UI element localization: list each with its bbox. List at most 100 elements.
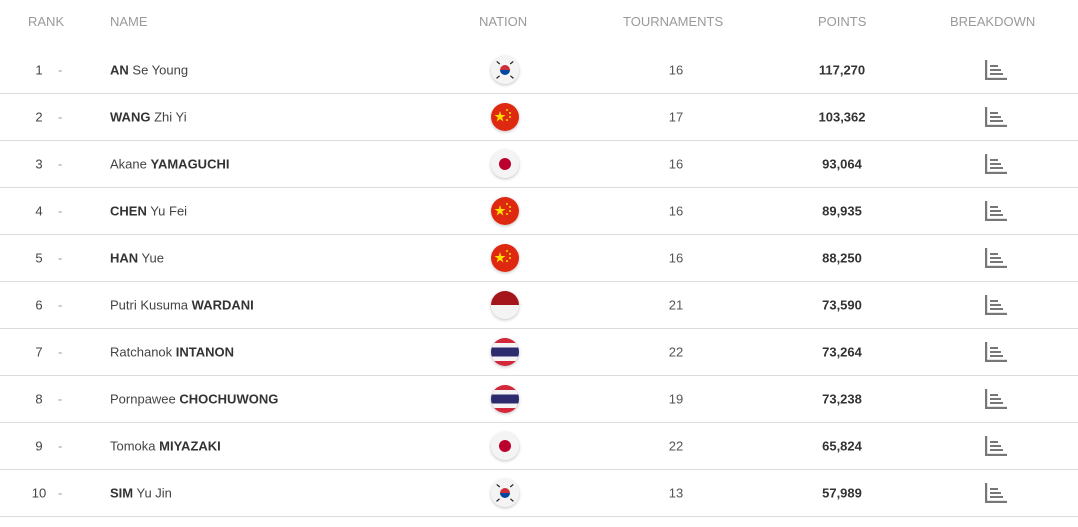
breakdown-button[interactable] — [984, 106, 1008, 128]
header-breakdown: BREAKDOWN — [950, 14, 1036, 29]
surname: CHOCHUWONG — [179, 391, 279, 407]
rank: 5 — [35, 250, 43, 266]
given-name: Se Young — [128, 62, 189, 78]
tournaments: 16 — [668, 156, 684, 172]
player-name[interactable]: CHEN Yu Fei — [110, 204, 187, 219]
rank: 4 — [35, 203, 43, 219]
given-name: Yu Fei — [146, 203, 188, 219]
player-name[interactable]: AN Se Young — [110, 63, 188, 78]
points: 103,362 — [818, 109, 866, 125]
rank: 8 — [35, 391, 43, 407]
bar-chart-list-icon — [985, 295, 1007, 315]
table-row: 1 - AN Se Young 16 117,270 — [0, 47, 1078, 94]
given-name: Akane — [110, 156, 151, 172]
flag-jpn-icon — [491, 432, 519, 460]
tournaments: 13 — [668, 485, 684, 501]
header-rank[interactable]: RANK — [28, 14, 65, 29]
breakdown-button[interactable] — [984, 482, 1008, 504]
points: 89,935 — [822, 203, 862, 219]
tournaments: 17 — [668, 109, 684, 125]
table-row: 5 - HAN Yue 16 88,250 — [0, 235, 1078, 282]
table-header: RANK NAME NATION TOURNAMENTS POINTS BREA… — [0, 0, 1078, 47]
points: 117,270 — [818, 62, 866, 78]
player-name[interactable]: WANG Zhi Yi — [110, 110, 187, 125]
given-name: Pornpawee — [110, 391, 180, 407]
player-name[interactable]: Pornpawee CHOCHUWONG — [110, 392, 278, 407]
points: 73,590 — [822, 297, 862, 313]
tournaments: 22 — [668, 438, 684, 454]
rank-movement: - — [58, 391, 63, 407]
flag-chn-icon — [491, 244, 519, 272]
flag-tha-icon — [491, 385, 519, 413]
table-row: 7 - Ratchanok INTANON 22 73,264 — [0, 329, 1078, 376]
flag-chn-icon — [491, 197, 519, 225]
bar-chart-list-icon — [985, 389, 1007, 409]
player-name[interactable]: Putri Kusuma WARDANI — [110, 298, 254, 313]
surname: AN — [110, 62, 129, 78]
rank-movement: - — [58, 485, 63, 501]
header-tournaments[interactable]: TOURNAMENTS — [623, 14, 724, 29]
bar-chart-list-icon — [985, 483, 1007, 503]
table-row: 10 - SIM Yu Jin 13 57,989 — [0, 470, 1078, 517]
points: 65,824 — [822, 438, 862, 454]
rank: 2 — [35, 109, 43, 125]
bar-chart-list-icon — [985, 248, 1007, 268]
rank-movement: - — [58, 203, 63, 219]
given-name: Tomoka — [110, 438, 160, 454]
rank: 6 — [35, 297, 43, 313]
breakdown-button[interactable] — [984, 388, 1008, 410]
player-name[interactable]: Ratchanok INTANON — [110, 345, 234, 360]
header-name[interactable]: NAME — [110, 14, 148, 29]
player-name[interactable]: Akane YAMAGUCHI — [110, 157, 229, 172]
table-row: 4 - CHEN Yu Fei 16 89,935 — [0, 188, 1078, 235]
tournaments: 22 — [668, 344, 684, 360]
given-name: Yu Jin — [133, 485, 172, 501]
tournaments: 16 — [668, 250, 684, 266]
bar-chart-list-icon — [985, 342, 1007, 362]
player-name[interactable]: SIM Yu Jin — [110, 486, 172, 501]
rank: 7 — [35, 344, 43, 360]
table-row: 2 - WANG Zhi Yi 17 103,362 — [0, 94, 1078, 141]
points: 93,064 — [822, 156, 862, 172]
points: 88,250 — [822, 250, 862, 266]
bar-chart-list-icon — [985, 436, 1007, 456]
rank: 1 — [35, 62, 43, 78]
flag-tha-icon — [491, 338, 519, 366]
table-row: 6 - Putri Kusuma WARDANI 21 73,590 — [0, 282, 1078, 329]
tournaments: 19 — [668, 391, 684, 407]
rank: 9 — [35, 438, 43, 454]
player-name[interactable]: HAN Yue — [110, 251, 164, 266]
breakdown-button[interactable] — [984, 59, 1008, 81]
bar-chart-list-icon — [985, 154, 1007, 174]
table-row: 8 - Pornpawee CHOCHUWONG 19 73,238 — [0, 376, 1078, 423]
given-name: Putri Kusuma — [110, 297, 192, 313]
breakdown-button[interactable] — [984, 200, 1008, 222]
bar-chart-list-icon — [985, 60, 1007, 80]
rank-movement: - — [58, 438, 63, 454]
surname: SIM — [110, 485, 134, 501]
header-nation[interactable]: NATION — [479, 14, 528, 29]
rank-movement: - — [58, 344, 63, 360]
rank-movement: - — [58, 62, 63, 78]
header-points[interactable]: POINTS — [818, 14, 867, 29]
surname: MIYAZAKI — [159, 438, 221, 454]
table-body: 1 - AN Se Young 16 117,270 2 - WANG Zhi … — [0, 47, 1078, 517]
player-name[interactable]: Tomoka MIYAZAKI — [110, 439, 221, 454]
breakdown-button[interactable] — [984, 341, 1008, 363]
rank: 10 — [31, 485, 47, 501]
table-row: 3 - Akane YAMAGUCHI 16 93,064 — [0, 141, 1078, 188]
given-name: Yue — [138, 250, 164, 266]
given-name: Zhi Yi — [150, 109, 187, 125]
tournaments: 16 — [668, 62, 684, 78]
table-row: 9 - Tomoka MIYAZAKI 22 65,824 — [0, 423, 1078, 470]
flag-ina-icon — [491, 291, 519, 319]
flag-kor-icon — [491, 479, 519, 507]
surname: HAN — [110, 250, 139, 266]
bar-chart-list-icon — [985, 201, 1007, 221]
breakdown-button[interactable] — [984, 153, 1008, 175]
rank-movement: - — [58, 156, 63, 172]
breakdown-button[interactable] — [984, 294, 1008, 316]
breakdown-button[interactable] — [984, 435, 1008, 457]
breakdown-button[interactable] — [984, 247, 1008, 269]
